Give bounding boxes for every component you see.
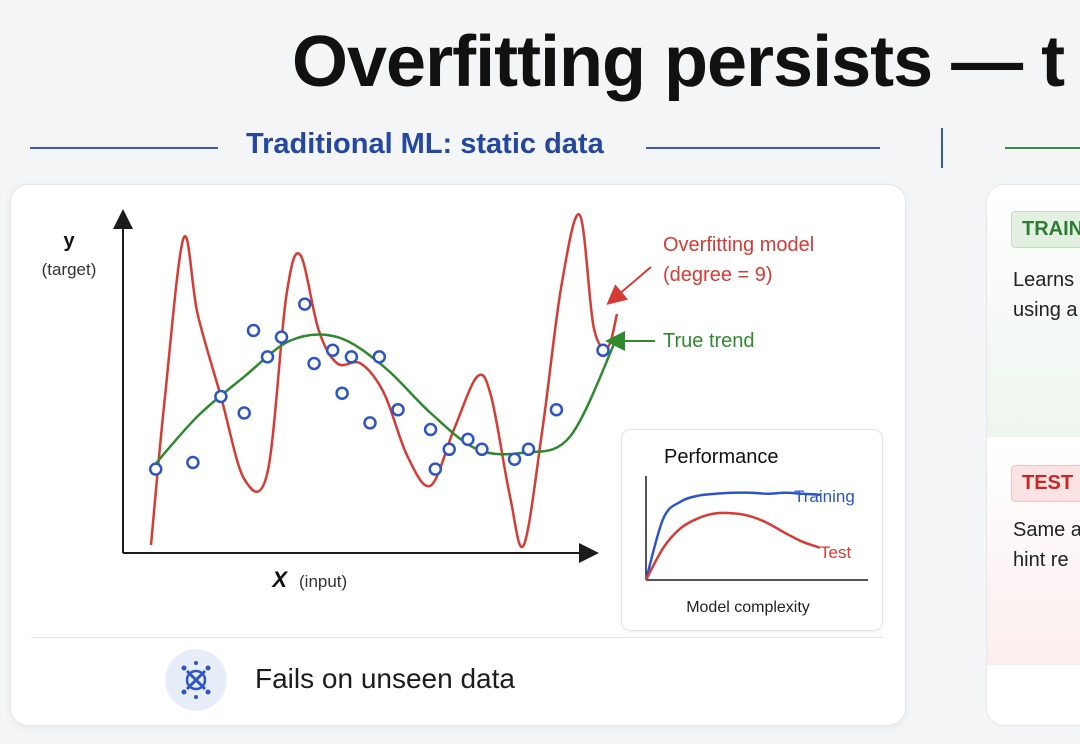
true-trend-curve bbox=[150, 333, 619, 470]
training-label: Training bbox=[794, 487, 855, 506]
data-point bbox=[461, 432, 475, 447]
perf-x-label: Model complexity bbox=[686, 599, 810, 616]
data-point bbox=[237, 406, 251, 420]
performance-chart: Performance Training Test Model complexi… bbox=[644, 446, 868, 616]
data-point bbox=[148, 462, 163, 476]
data-point bbox=[344, 350, 359, 364]
data-point bbox=[423, 422, 438, 437]
train-text-line1: Learns bbox=[1013, 269, 1075, 291]
test-badge: TEST bbox=[1011, 465, 1080, 502]
fails-on-unseen-text: Fails on unseen data bbox=[255, 663, 515, 694]
x-axis-label: X bbox=[270, 567, 288, 592]
card-divider bbox=[31, 637, 883, 638]
data-point bbox=[475, 442, 489, 457]
test-label: Test bbox=[820, 543, 851, 562]
x-axis-note: (input) bbox=[299, 572, 347, 591]
data-point bbox=[391, 402, 405, 417]
test-text-line2: hint re bbox=[1013, 549, 1069, 571]
test-curve bbox=[644, 511, 821, 581]
data-point bbox=[307, 356, 321, 371]
data-point bbox=[507, 452, 522, 466]
data-point bbox=[363, 416, 377, 430]
overfit-curve bbox=[149, 213, 619, 549]
data-point bbox=[428, 462, 443, 476]
training-curve bbox=[644, 491, 821, 581]
data-point bbox=[298, 297, 312, 311]
right-heading-rule bbox=[1005, 147, 1080, 149]
data-point bbox=[442, 442, 456, 457]
overfitting-chart: y (target) X (input) Overfitting model (… bbox=[42, 209, 814, 592]
data-point bbox=[214, 389, 228, 404]
data-point bbox=[325, 343, 340, 358]
overfit-annotation-line2: (degree = 9) bbox=[663, 264, 773, 286]
data-point bbox=[246, 323, 261, 338]
heading-rule-left bbox=[30, 147, 218, 149]
data-point bbox=[549, 402, 564, 417]
performance-inset: Performance Training Test Model complexi… bbox=[621, 429, 883, 631]
y-axis-label: y bbox=[63, 230, 75, 252]
train-test-card: TRAIN Learns using a TEST Same a hint re bbox=[986, 184, 1080, 726]
data-point bbox=[260, 350, 275, 364]
test-text-line1: Same a bbox=[1013, 519, 1080, 541]
overfit-arrow bbox=[606, 266, 652, 305]
section-separator bbox=[941, 128, 943, 168]
page-title: Overfitting persists — t bbox=[292, 22, 1065, 102]
train-badge: TRAIN bbox=[1011, 211, 1080, 248]
scatter-x-icon bbox=[165, 649, 227, 711]
heading-rule-right bbox=[646, 147, 880, 149]
train-text-line2: using a bbox=[1013, 299, 1078, 321]
performance-title: Performance bbox=[664, 446, 779, 468]
overfit-annotation-line1: Overfitting model bbox=[663, 234, 814, 256]
data-point bbox=[521, 442, 536, 457]
data-point bbox=[335, 386, 349, 400]
data-point bbox=[596, 343, 610, 358]
section-heading: Traditional ML: static data bbox=[246, 128, 604, 160]
data-point bbox=[186, 455, 200, 470]
data-point bbox=[372, 350, 387, 364]
trend-annotation: True trend bbox=[663, 330, 755, 352]
static-data-card: y (target) X (input) Overfitting model (… bbox=[10, 184, 906, 726]
data-point bbox=[274, 330, 289, 344]
y-axis-note: (target) bbox=[42, 260, 97, 279]
